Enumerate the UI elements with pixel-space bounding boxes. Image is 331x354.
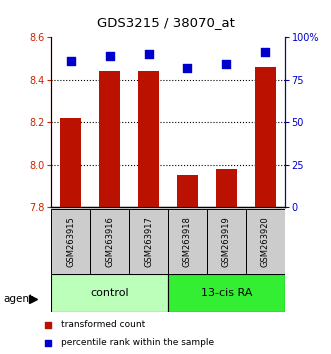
Text: control: control [90, 288, 129, 298]
Bar [138, 71, 159, 207]
Point [224, 62, 229, 67]
Text: percentile rank within the sample: percentile rank within the sample [61, 338, 214, 347]
Point [45, 322, 51, 327]
Text: GSM263919: GSM263919 [222, 216, 231, 267]
Bar [99, 71, 120, 207]
Bar [177, 175, 198, 207]
Point [107, 53, 112, 59]
Text: GSM263920: GSM263920 [261, 216, 270, 267]
Text: transformed count: transformed count [61, 320, 146, 329]
Point [146, 51, 151, 57]
Bar [207, 209, 246, 274]
Bar [51, 274, 168, 312]
Bar [90, 209, 129, 274]
Bar [168, 209, 207, 274]
Text: GSM263915: GSM263915 [66, 216, 75, 267]
Point [185, 65, 190, 70]
Point [45, 340, 51, 346]
Point [262, 50, 268, 55]
Bar [168, 274, 285, 312]
Bar [246, 209, 285, 274]
Bar [255, 67, 276, 207]
Point [68, 58, 73, 64]
Bar [60, 118, 81, 207]
Bar [129, 209, 168, 274]
Text: GDS3215 / 38070_at: GDS3215 / 38070_at [97, 16, 234, 29]
Bar [215, 169, 237, 207]
Bar [51, 209, 90, 274]
Text: GSM263917: GSM263917 [144, 216, 153, 267]
Text: GSM263916: GSM263916 [105, 216, 114, 267]
Text: GSM263918: GSM263918 [183, 216, 192, 267]
Text: agent: agent [3, 294, 33, 304]
Text: 13-cis RA: 13-cis RA [201, 288, 252, 298]
